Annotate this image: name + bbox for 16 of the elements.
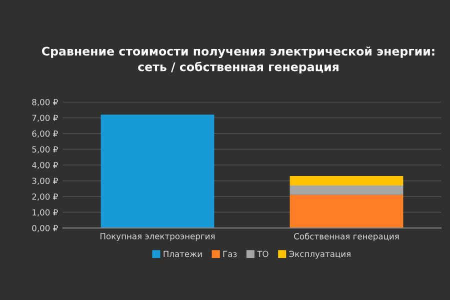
y-tick-label: 8,00 ₽	[32, 98, 58, 106]
y-tick-label: 1,00 ₽	[32, 209, 58, 216]
y-tick-label: 7,00 ₽	[32, 114, 58, 122]
x-tick-label: Покупная электроэнергия	[100, 233, 215, 241]
y-tick-label: 2,00 ₽	[32, 193, 58, 201]
y-tick-label: 5,00 ₽	[32, 146, 58, 154]
legend-label: Платежи	[164, 250, 202, 258]
y-tick-label: 0,00 ₽	[32, 224, 58, 232]
y-tick-label: 6,00 ₽	[32, 130, 58, 138]
legend-label: Газ	[223, 250, 237, 258]
y-tick-label: 4,00 ₽	[32, 162, 58, 170]
legend-label: ТО	[257, 250, 268, 258]
chart-title: Сравнение стоимости получения электрической энергии: сеть / собственная генерация	[42, 46, 434, 74]
y-tick-label: 3,00 ₽	[32, 178, 58, 185]
legend-label: Эксплуатация	[289, 250, 350, 259]
x-tick-label: Собственная генерация	[294, 232, 399, 242]
